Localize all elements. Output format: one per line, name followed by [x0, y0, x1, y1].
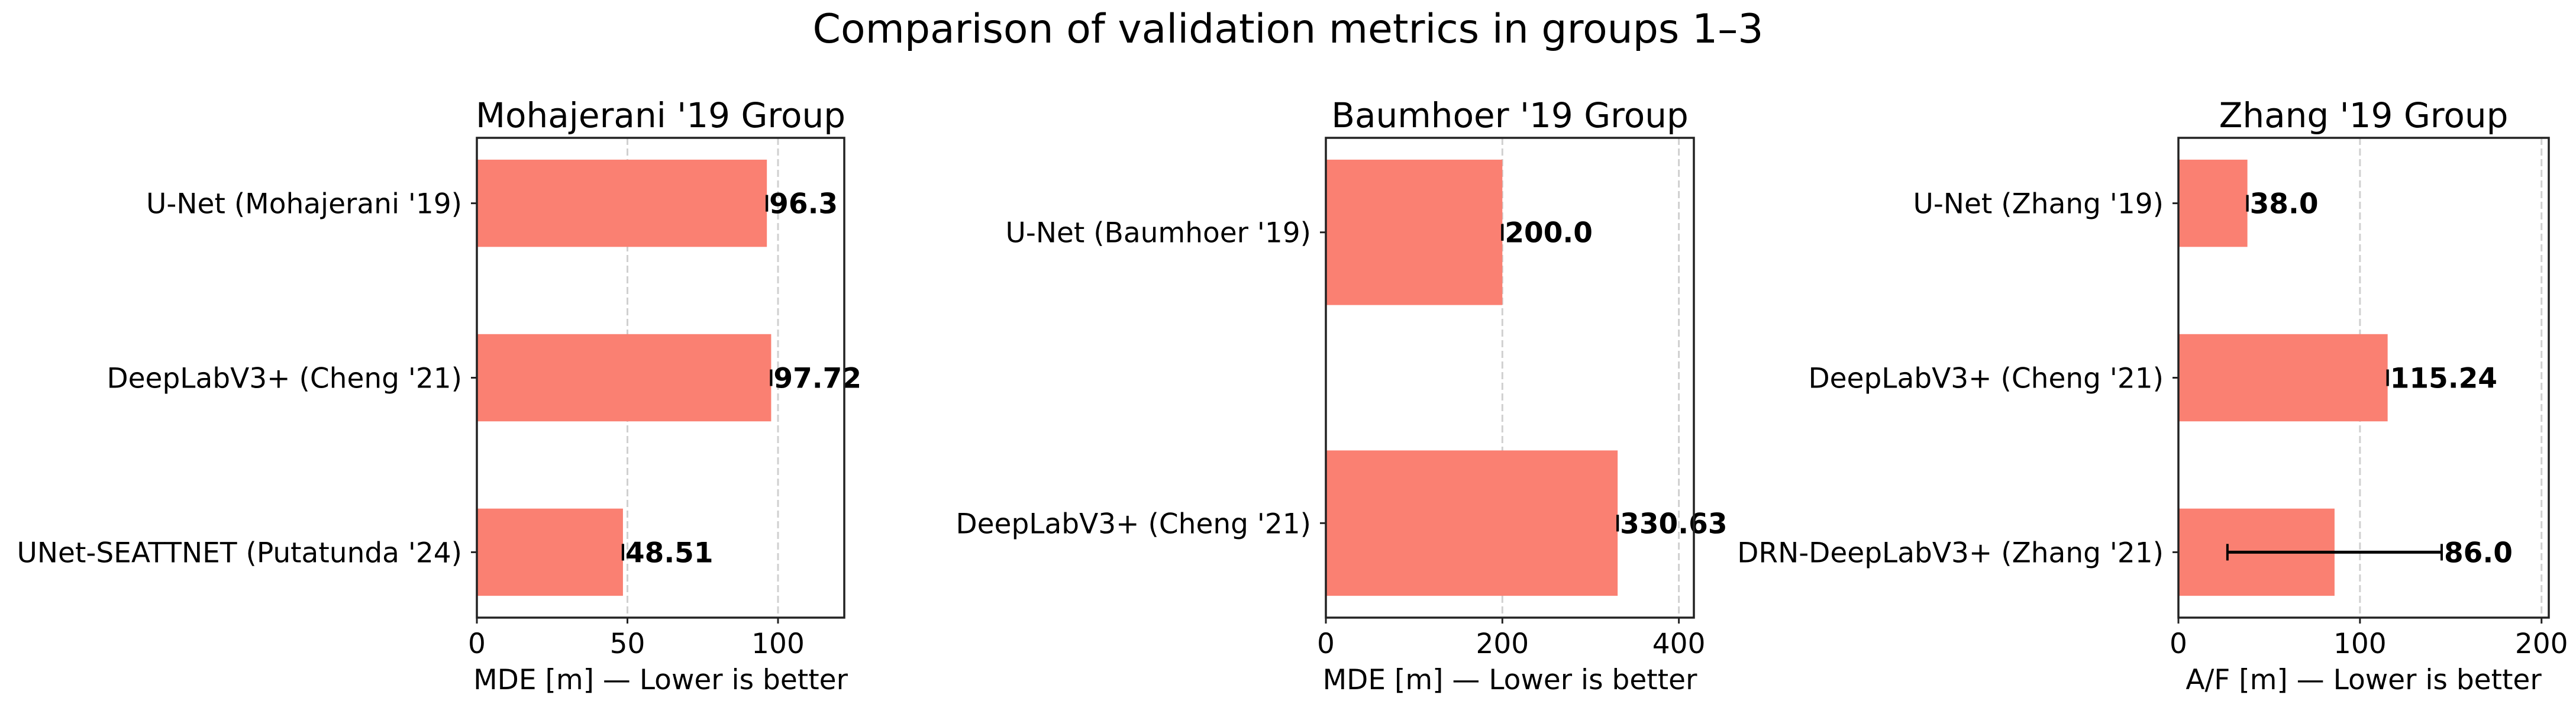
x-tick-label: 0: [2170, 628, 2187, 660]
axes-frame: [476, 137, 845, 619]
y-tick-label: U-Net (Mohajerani '19): [146, 188, 462, 221]
x-axis-label: MDE [m] — Lower is better: [473, 664, 848, 696]
x-tick-label: 100: [751, 628, 805, 660]
value-label: 330.63: [1620, 508, 1727, 540]
bar: [1326, 159, 1503, 305]
y-tick-label: U-Net (Baumhoer '19): [1005, 217, 1311, 250]
x-axis-label: A/F [m] — Lower is better: [2186, 664, 2542, 696]
x-tick-label: 100: [2333, 628, 2387, 660]
axes-frame: [2177, 137, 2550, 619]
panel-3: 38.0 U-Net (Zhang '19) 115.24 DeepLabV3+ (C…: [1737, 95, 2568, 696]
panel-1: 96.3 U-Net (Mohajerani '19) 97.72 DeepLabV3…: [17, 95, 861, 696]
y-tick-label: DRN-DeepLabV3+ (Zhang '21): [1737, 537, 2164, 569]
bar: [1326, 450, 1618, 596]
panel-title: Baumhoer '19 Group: [1331, 95, 1689, 135]
value-label: 96.3: [769, 188, 838, 221]
bar: [477, 159, 767, 247]
x-tick-label: 0: [1317, 628, 1335, 660]
bar: [477, 508, 623, 596]
x-tick-label: 400: [1652, 628, 1706, 660]
x-axis-label: MDE [m] — Lower is better: [1323, 664, 1697, 696]
value-label: 86.0: [2444, 537, 2513, 569]
panel-title: Mohajerani '19 Group: [476, 95, 845, 135]
value-label: 115.24: [2390, 363, 2497, 395]
value-label: 200.0: [1505, 217, 1593, 250]
value-label: 97.72: [773, 363, 861, 395]
bar: [477, 334, 771, 422]
panel-2: 200.0 U-Net (Baumhoer '19) 330.63 DeepLabV3…: [955, 95, 1727, 696]
y-tick-label: UNet-SEATTNET (Putatunda '24): [17, 537, 462, 569]
x-tick-label: 200: [1476, 628, 1529, 660]
bar: [2178, 334, 2388, 422]
value-label: 38.0: [2250, 188, 2319, 221]
x-tick-label: 0: [468, 628, 486, 660]
y-tick-label: DeepLabV3+ (Cheng '21): [1808, 363, 2164, 395]
axes-frame: [1325, 137, 1695, 619]
y-tick-label: U-Net (Zhang '19): [1913, 188, 2164, 221]
x-tick-label: 200: [2515, 628, 2568, 660]
bar: [2178, 159, 2248, 247]
y-tick-label: DeepLabV3+ (Cheng '21): [106, 363, 462, 395]
panel-title: Zhang '19 Group: [2219, 95, 2509, 135]
value-label: 48.51: [625, 537, 714, 569]
y-tick-label: DeepLabV3+ (Cheng '21): [955, 508, 1311, 540]
chart-title: Comparison of validation metrics in grou…: [813, 6, 1764, 53]
x-tick-label: 50: [610, 628, 645, 660]
